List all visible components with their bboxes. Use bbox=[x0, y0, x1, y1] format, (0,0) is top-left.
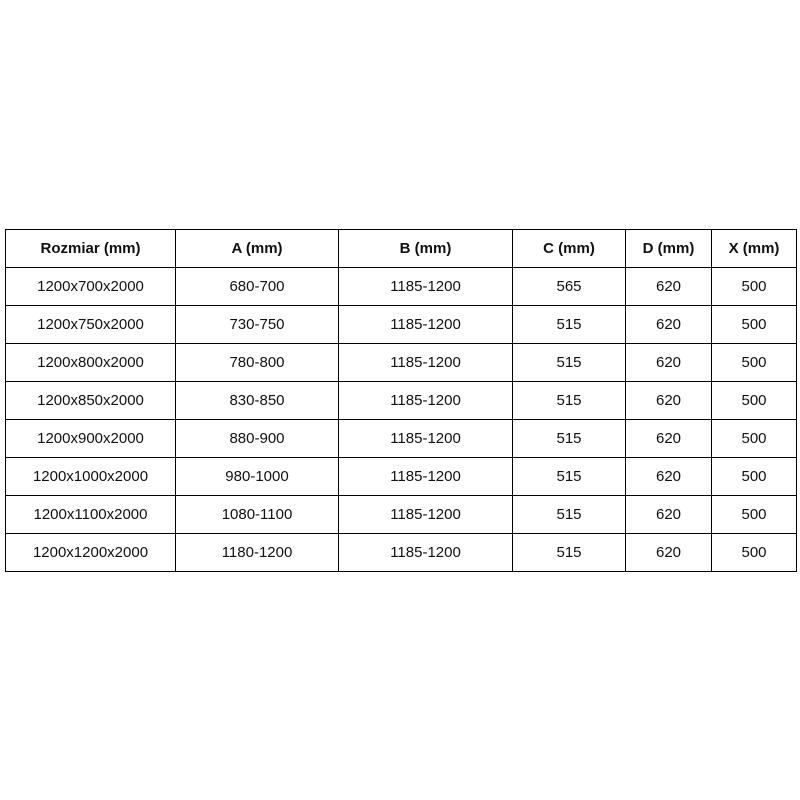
table-cell: 620 bbox=[625, 495, 712, 534]
table-cell: 515 bbox=[512, 381, 626, 420]
table-row: 1200x700x2000 680-700 1185-1200 565 620 500 bbox=[5, 267, 797, 306]
table-cell: 1200x900x2000 bbox=[5, 419, 176, 458]
table-cell: 620 bbox=[625, 381, 712, 420]
table-cell: 620 bbox=[625, 533, 712, 572]
table-cell: 515 bbox=[512, 495, 626, 534]
table-row: 1200x850x2000 830-850 1185-1200 515 620 500 bbox=[5, 381, 797, 420]
table-cell: 500 bbox=[711, 343, 797, 382]
table-cell: 1200x700x2000 bbox=[5, 267, 176, 306]
table-cell: 500 bbox=[711, 457, 797, 496]
table-cell: 565 bbox=[512, 267, 626, 306]
table-cell: 830-850 bbox=[175, 381, 339, 420]
table-cell: 1200x750x2000 bbox=[5, 305, 176, 344]
table-cell: 1185-1200 bbox=[338, 381, 513, 420]
table-cell: 500 bbox=[711, 419, 797, 458]
table-cell: 500 bbox=[711, 533, 797, 572]
table-cell: 500 bbox=[711, 267, 797, 306]
dimensions-table: Rozmiar (mm) A (mm) B (mm) C (mm) D (mm) X (m… bbox=[5, 229, 797, 572]
table-row: 1200x1000x2000 980-1000 1185-1200 515 620 500 bbox=[5, 457, 797, 496]
table-cell: 620 bbox=[625, 457, 712, 496]
table-cell: 1200x1000x2000 bbox=[5, 457, 176, 496]
table-cell: 500 bbox=[711, 381, 797, 420]
column-header: B (mm) bbox=[338, 229, 513, 268]
table-cell: 620 bbox=[625, 305, 712, 344]
table-row: 1200x750x2000 730-750 1185-1200 515 620 500 bbox=[5, 305, 797, 344]
column-header: A (mm) bbox=[175, 229, 339, 268]
table-cell: 1185-1200 bbox=[338, 419, 513, 458]
table-header-row: Rozmiar (mm) A (mm) B (mm) C (mm) D (mm) X (m… bbox=[5, 229, 797, 268]
column-header: D (mm) bbox=[625, 229, 712, 268]
table-cell: 730-750 bbox=[175, 305, 339, 344]
table-row: 1200x800x2000 780-800 1185-1200 515 620 500 bbox=[5, 343, 797, 382]
table-cell: 620 bbox=[625, 419, 712, 458]
table-cell: 515 bbox=[512, 343, 626, 382]
table-cell: 500 bbox=[711, 305, 797, 344]
table-cell: 1185-1200 bbox=[338, 495, 513, 534]
table-cell: 515 bbox=[512, 533, 626, 572]
table-cell: 515 bbox=[512, 419, 626, 458]
table-row: 1200x1200x2000 1180-1200 1185-1200 515 620 50… bbox=[5, 533, 797, 572]
table-cell: 620 bbox=[625, 267, 712, 306]
table-cell: 980-1000 bbox=[175, 457, 339, 496]
table-cell: 500 bbox=[711, 495, 797, 534]
column-header: X (mm) bbox=[711, 229, 797, 268]
table-cell: 1185-1200 bbox=[338, 533, 513, 572]
table-cell: 880-900 bbox=[175, 419, 339, 458]
table-cell: 1185-1200 bbox=[338, 305, 513, 344]
table-cell: 1080-1100 bbox=[175, 495, 339, 534]
table-cell: 515 bbox=[512, 457, 626, 496]
table-cell: 680-700 bbox=[175, 267, 339, 306]
table-cell: 1200x1200x2000 bbox=[5, 533, 176, 572]
table-cell: 1200x1100x2000 bbox=[5, 495, 176, 534]
table-cell: 1185-1200 bbox=[338, 343, 513, 382]
table-cell: 1185-1200 bbox=[338, 457, 513, 496]
column-header: Rozmiar (mm) bbox=[5, 229, 176, 268]
table-cell: 515 bbox=[512, 305, 626, 344]
table-cell: 1180-1200 bbox=[175, 533, 339, 572]
table-cell: 620 bbox=[625, 343, 712, 382]
table-row: 1200x900x2000 880-900 1185-1200 515 620 500 bbox=[5, 419, 797, 458]
table-cell: 1185-1200 bbox=[338, 267, 513, 306]
table-row: 1200x1100x2000 1080-1100 1185-1200 515 620 50… bbox=[5, 495, 797, 534]
table-cell: 1200x800x2000 bbox=[5, 343, 176, 382]
table-cell: 1200x850x2000 bbox=[5, 381, 176, 420]
table-cell: 780-800 bbox=[175, 343, 339, 382]
column-header: C (mm) bbox=[512, 229, 626, 268]
